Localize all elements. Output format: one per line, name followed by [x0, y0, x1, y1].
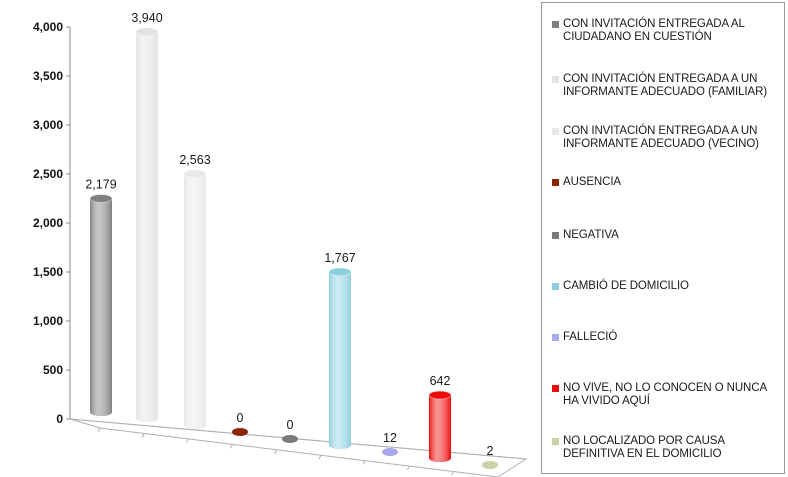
bar-3	[232, 428, 248, 436]
legend-item: FALLECIÓ	[552, 331, 784, 344]
bar-highlight	[329, 271, 351, 449]
legend-label: FALLECIÓ	[563, 331, 618, 343]
bar-top	[183, 169, 207, 179]
legend-swatch	[552, 21, 559, 28]
x-tick-mark	[230, 443, 234, 449]
bar-top	[428, 390, 452, 400]
labels-layer: 2,179 3,940 2,563 0 0 1,767 12 642 2	[85, 11, 493, 458]
legend-swatch	[552, 283, 559, 290]
legend-label: CAMBIÓ DE DOMICILIO	[563, 280, 689, 292]
legend-swatch	[552, 76, 559, 83]
legend-label: AUSENCIA	[563, 176, 621, 188]
data-label: 0	[287, 418, 294, 432]
legend-swatch	[552, 128, 559, 135]
x-tick-mark	[97, 427, 101, 433]
legend-swatch	[552, 334, 559, 341]
bar-disc	[482, 461, 498, 469]
legend-label: NO LOCALIZADO POR CAUSA DEFINITIVA EN EL…	[563, 435, 725, 460]
legend-item: NO VIVE, NO LO CONOCEN O NUNCA HA VIVIDO…	[552, 382, 784, 408]
x-tick-mark	[141, 433, 145, 438]
bar-1	[135, 27, 159, 422]
data-label: 1,767	[324, 251, 355, 265]
y-tick-label: 3,000	[33, 118, 63, 132]
bar-disc	[282, 435, 298, 443]
bar-highlight	[429, 395, 451, 462]
bars-layer	[89, 27, 498, 469]
bar-disc	[232, 428, 248, 436]
x-tick-mark	[451, 470, 455, 476]
legend-item: CON INVITACIÓN ENTREGADA AL CIUDADANO EN…	[552, 18, 784, 44]
y-tick-label: 3,500	[33, 69, 63, 83]
y-tick-label: 2,500	[33, 167, 63, 181]
legend-swatch	[552, 179, 559, 186]
data-label: 2,563	[179, 153, 210, 167]
bar-highlight	[90, 198, 112, 416]
legend-item: CAMBIÓ DE DOMICILIO	[552, 280, 784, 293]
legend-item: NO LOCALIZADO POR CAUSA DEFINITIVA EN EL…	[552, 435, 784, 461]
data-label: 2,179	[85, 177, 116, 191]
chart-legend: CON INVITACIÓN ENTREGADA AL CIUDADANO EN…	[541, 2, 785, 474]
x-tick-mark	[362, 460, 366, 465]
bar-2	[183, 169, 207, 429]
legend-item: CON INVITACIÓN ENTREGADA A UN INFORMANTE…	[552, 125, 784, 151]
legend-item: NEGATIVA	[552, 229, 784, 242]
legend-label: CON INVITACIÓN ENTREGADA A UN INFORMANTE…	[563, 125, 759, 150]
bar-8	[482, 461, 498, 469]
bar-0	[89, 194, 113, 416]
legend-label: NEGATIVA	[563, 229, 619, 241]
x-tick-mark	[185, 438, 189, 444]
x-tick-mark	[318, 454, 322, 460]
bar-top	[89, 194, 113, 203]
bar-6	[382, 448, 398, 456]
data-label: 642	[430, 374, 451, 388]
bar-highlight	[184, 173, 206, 429]
legend-item: CON INVITACIÓN ENTREGADA A UN INFORMANTE…	[552, 73, 784, 99]
legend-label: CON INVITACIÓN ENTREGADA A UN INFORMANTE…	[563, 73, 768, 98]
legend-swatch	[552, 232, 559, 239]
y-tick-label: 4,000	[33, 20, 63, 34]
legend-item: AUSENCIA	[552, 176, 784, 189]
y-tick-label: 0	[56, 412, 63, 426]
bar-7	[428, 390, 452, 462]
y-tick-label: 1,000	[33, 314, 63, 328]
axis-layer: 0 500 1,000 1,500 2,000 2,500 3,000 3,500 4,000	[33, 20, 528, 477]
chart-floor	[69, 418, 528, 477]
bar-4	[282, 435, 298, 443]
legend-label: NO VIVE, NO LO CONOCEN O NUNCA HA VIVIDO…	[563, 382, 767, 407]
bar-top	[328, 267, 352, 277]
bar-5	[328, 267, 352, 449]
data-label: 3,940	[131, 11, 162, 25]
x-tick-mark	[274, 449, 278, 454]
data-label: 2	[487, 444, 494, 458]
bar-disc	[382, 448, 398, 456]
legend-swatch	[552, 438, 559, 445]
data-label: 12	[383, 431, 397, 445]
x-tick-mark	[406, 465, 410, 471]
legend-label: CON INVITACIÓN ENTREGADA AL CIUDADANO EN…	[563, 18, 745, 43]
y-tick-label: 1,500	[33, 265, 63, 279]
bar-highlight	[136, 31, 158, 422]
chart-plot: 05001,0001,5002,0002,5003,0003,5004,000 …	[33, 11, 528, 477]
y-tick-label: 500	[43, 363, 63, 377]
legend-swatch	[552, 385, 559, 392]
data-label: 0	[237, 411, 244, 425]
bar-top	[135, 27, 159, 37]
y-tick-label: 2,000	[33, 216, 63, 230]
